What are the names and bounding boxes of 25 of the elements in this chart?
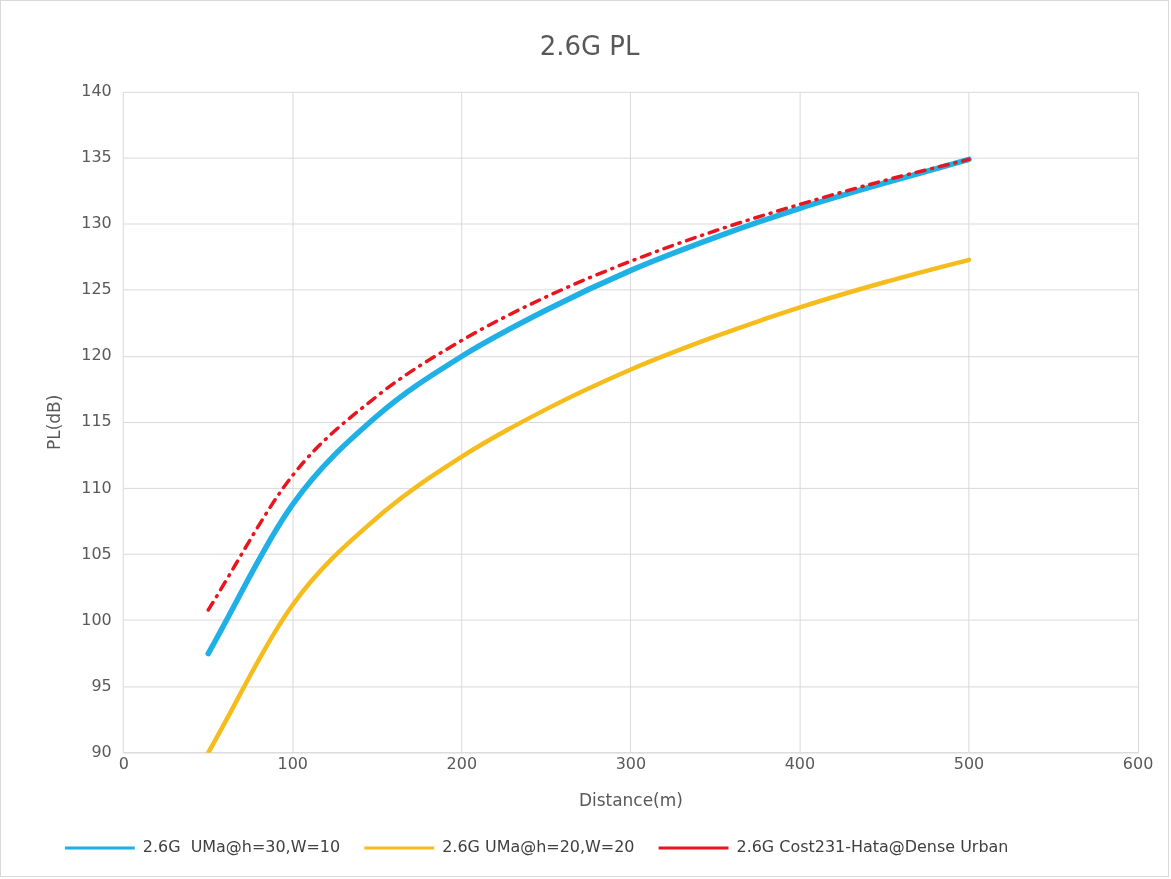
x-tick-label: 400 bbox=[784, 754, 816, 774]
y-tick-label: 100 bbox=[81, 609, 112, 629]
y-tick-label: 135 bbox=[81, 147, 112, 167]
chart-title: 2.6G PL bbox=[539, 31, 640, 62]
x-tick-label: 200 bbox=[446, 754, 478, 774]
x-tick-label: 600 bbox=[1122, 754, 1154, 774]
y-tick-label: 95 bbox=[91, 675, 112, 695]
y-tick-label: 90 bbox=[91, 741, 112, 761]
x-tick-label: 500 bbox=[953, 754, 985, 774]
legend-label: 2.6G UMa@h=20,W=20 bbox=[442, 837, 635, 857]
y-tick-label: 140 bbox=[81, 81, 112, 101]
x-tick-label: 300 bbox=[615, 754, 647, 774]
y-tick-label: 130 bbox=[81, 213, 112, 233]
x-axis-title: Distance(m) bbox=[578, 790, 683, 811]
y-tick-label: 115 bbox=[81, 411, 112, 431]
y-tick-label: 105 bbox=[81, 543, 112, 563]
y-tick-label: 120 bbox=[81, 345, 112, 365]
y-tick-label: 110 bbox=[81, 477, 112, 497]
y-tick-label: 125 bbox=[81, 279, 112, 299]
y-axis-title: PL(dB) bbox=[43, 394, 64, 450]
x-tick-label: 100 bbox=[277, 754, 309, 774]
x-tick-label: 0 bbox=[118, 754, 129, 774]
legend-label: 2.6G UMa@h=30,W=10 bbox=[142, 837, 341, 857]
legend-label: 2.6G Cost231-Hata@Dense Urban bbox=[736, 837, 1009, 857]
line-series bbox=[206, 257, 972, 753]
